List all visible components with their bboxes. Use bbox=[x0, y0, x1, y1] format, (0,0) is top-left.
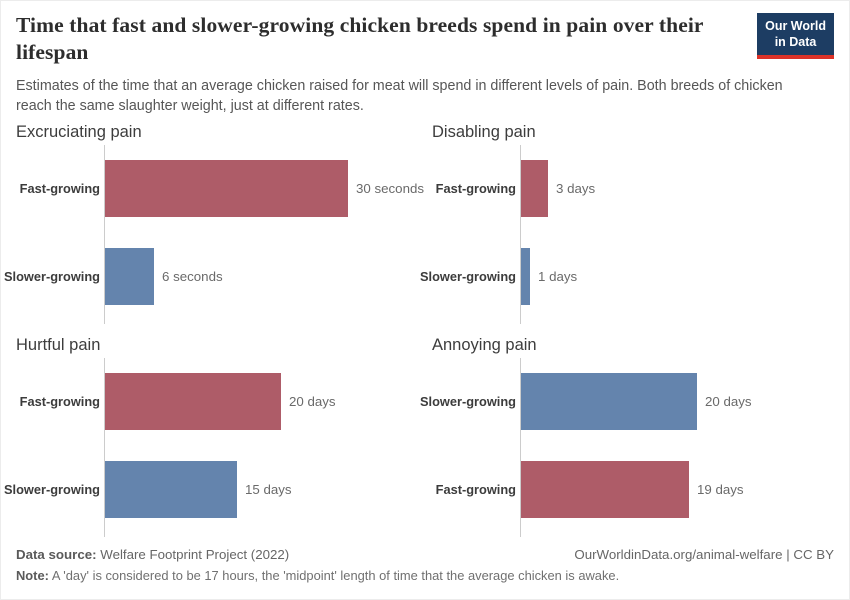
category-label-slower-growing: Slower-growing bbox=[420, 394, 516, 409]
bar-plot: Fast-growing 30 seconds Slower-growing 6… bbox=[4, 145, 424, 324]
bar-row: Fast-growing 3 days bbox=[436, 160, 834, 217]
bar-plot: Fast-growing 3 days Slower-growing 1 day… bbox=[420, 145, 834, 324]
value-label: 6 seconds bbox=[162, 269, 223, 284]
value-label: 20 days bbox=[705, 394, 752, 409]
panel-annoying-pain: Annoying pain Slower-growing 20 days Fas… bbox=[420, 335, 834, 537]
category-label-slower-growing: Slower-growing bbox=[4, 269, 100, 284]
bar-row: Slower-growing 20 days bbox=[420, 373, 834, 430]
data-source-label: Data source: bbox=[16, 547, 97, 562]
bar-fast-growing bbox=[105, 373, 281, 430]
bar-fast-growing bbox=[105, 160, 348, 217]
panel-disabling-pain: Disabling pain Fast-growing 3 days Slowe… bbox=[420, 122, 834, 324]
bar-fast-growing bbox=[521, 160, 548, 217]
bar-slower-growing bbox=[521, 373, 697, 430]
panel-title-hurtful: Hurtful pain bbox=[16, 336, 101, 354]
bar-slower-growing bbox=[105, 461, 237, 518]
category-label-fast-growing: Fast-growing bbox=[19, 394, 100, 409]
data-source: Data source: Welfare Footprint Project (… bbox=[16, 547, 289, 562]
bar-row: Fast-growing 30 seconds bbox=[20, 160, 424, 217]
bar-row: Slower-growing 15 days bbox=[4, 461, 418, 518]
panel-excruciating-pain: Excruciating pain Fast-growing 30 second… bbox=[4, 122, 424, 324]
chart-subtitle: Estimates of the time that an average ch… bbox=[16, 78, 783, 115]
note-value: A 'day' is considered to be 17 hours, th… bbox=[48, 568, 620, 583]
panel-title-annoying: Annoying pain bbox=[432, 336, 537, 354]
category-label-fast-growing: Fast-growing bbox=[19, 181, 100, 196]
data-source-value: Welfare Footprint Project (2022) bbox=[96, 547, 290, 562]
value-label: 20 days bbox=[289, 394, 336, 409]
value-label: 19 days bbox=[697, 482, 744, 497]
bar-slower-growing bbox=[521, 248, 530, 305]
footer-note: Note: A 'day' is considered to be 17 hou… bbox=[16, 568, 834, 583]
owid-logo[interactable]: Our World in Data bbox=[757, 13, 834, 59]
bar-row: Fast-growing 20 days bbox=[20, 373, 418, 430]
page-title: Time that fast and slower-growing chicke… bbox=[16, 13, 704, 65]
category-label-slower-growing: Slower-growing bbox=[420, 269, 516, 284]
value-label: 1 days bbox=[538, 269, 578, 284]
owid-url-link[interactable]: OurWorldinData.org/animal-welfare | CC B… bbox=[574, 547, 834, 562]
category-label-fast-growing: Fast-growing bbox=[435, 181, 516, 196]
owid-logo-line1: Our World bbox=[765, 19, 826, 33]
category-label-slower-growing: Slower-growing bbox=[4, 482, 100, 497]
bar-row: Slower-growing 6 seconds bbox=[4, 248, 418, 305]
footer: Data source: Welfare Footprint Project (… bbox=[16, 547, 834, 562]
bar-slower-growing bbox=[105, 248, 154, 305]
bar-plot: Slower-growing 20 days Fast-growing 19 d… bbox=[420, 358, 834, 537]
note-label: Note: bbox=[16, 568, 49, 583]
bar-row: Slower-growing 1 days bbox=[420, 248, 834, 305]
bar-fast-growing bbox=[521, 461, 689, 518]
value-label: 30 seconds bbox=[356, 181, 425, 196]
value-label: 15 days bbox=[245, 482, 292, 497]
panel-title-disabling: Disabling pain bbox=[432, 123, 536, 141]
bar-row: Fast-growing 19 days bbox=[436, 461, 834, 518]
value-label: 3 days bbox=[556, 181, 596, 196]
category-label-fast-growing: Fast-growing bbox=[435, 482, 516, 497]
panel-hurtful-pain: Hurtful pain Fast-growing 20 days Slower… bbox=[4, 335, 418, 537]
owid-logo-line2: in Data bbox=[774, 35, 817, 50]
bar-plot: Fast-growing 20 days Slower-growing 15 d… bbox=[4, 358, 418, 537]
panel-title-excruciating: Excruciating pain bbox=[16, 123, 142, 141]
